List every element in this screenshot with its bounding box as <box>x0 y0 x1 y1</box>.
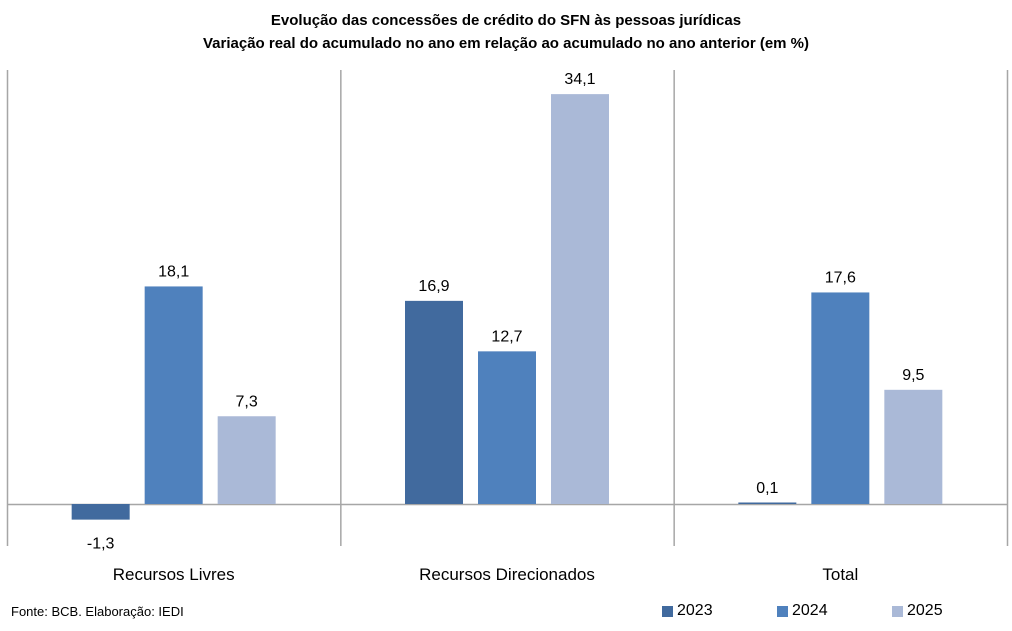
data-label: 16,9 <box>418 278 449 295</box>
legend-label-2025: 2025 <box>907 602 943 619</box>
bar-2024-total <box>811 292 870 504</box>
bar-2025-recursos-livres <box>217 416 276 504</box>
data-label: 0,1 <box>756 480 778 497</box>
legend-swatch-2024 <box>777 605 788 617</box>
bar-2025-total <box>884 389 943 504</box>
bar-2024-recursos-direcionados <box>478 351 536 504</box>
legend-swatch-2023 <box>662 605 673 617</box>
legend-item-2025: 2025 <box>892 602 943 620</box>
bar-2023-total <box>738 502 797 504</box>
data-label: 17,6 <box>825 269 856 286</box>
data-label: 9,5 <box>902 367 924 384</box>
category-label: Total <box>822 565 858 584</box>
legend-label-2023: 2023 <box>677 602 713 619</box>
data-label: 18,1 <box>158 263 189 280</box>
legend-item-2024: 2024 <box>777 602 828 620</box>
bar-2024-recursos-livres <box>144 286 203 504</box>
legend-label-2024: 2024 <box>792 602 828 619</box>
data-label: 12,7 <box>491 328 522 345</box>
bar-2025-recursos-direcionados <box>551 94 609 505</box>
category-label: Recursos Direcionados <box>419 565 595 584</box>
chart-subtitle: Variação real do acumulado no ano em rel… <box>203 35 809 52</box>
category-label: Recursos Livres <box>113 565 235 584</box>
legend-item-2023: 2023 <box>662 602 713 620</box>
chart-title: Evolução das concessões de crédito do SF… <box>270 12 742 29</box>
data-label: 34,1 <box>564 71 595 88</box>
legend-swatch-2025 <box>892 605 903 617</box>
data-label: 7,3 <box>236 393 258 410</box>
bar-2023-recursos-livres <box>71 504 130 520</box>
source-note: Fonte: BCB. Elaboração: IEDI <box>11 604 184 619</box>
bar-2023-recursos-direcionados <box>405 300 463 504</box>
data-label: -1,3 <box>87 536 115 553</box>
